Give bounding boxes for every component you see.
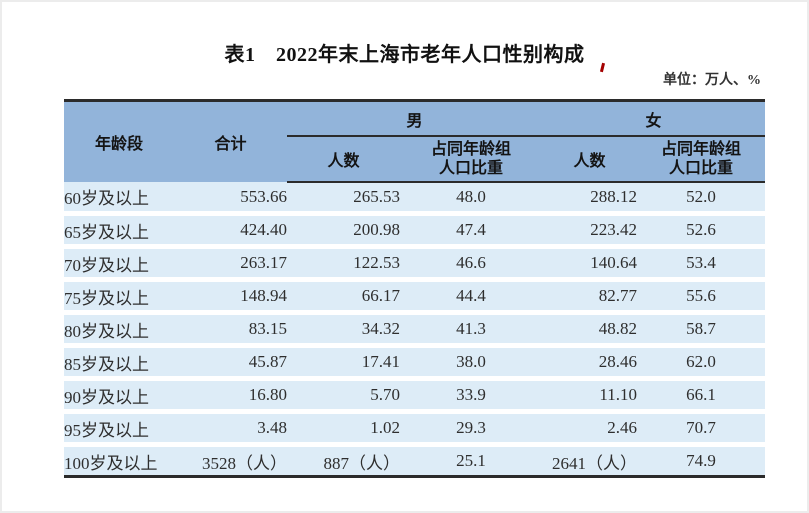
cell-m_share: 47.4 bbox=[400, 213, 543, 249]
cell-age: 90岁及以上 bbox=[64, 378, 174, 414]
cell-m_count: 200.98 bbox=[287, 213, 400, 249]
table-body: 60岁及以上 553.66 265.53 48.0 288.12 52.0 65岁及以上 42… bbox=[64, 182, 766, 477]
cell-total: 3528（人） bbox=[174, 444, 287, 477]
cell-f_share: 74.9 bbox=[637, 444, 766, 477]
table-header: 年龄段 合计 男 女 人数 占同年龄组 人口比重 人数 占同年龄组 人口比重 bbox=[64, 100, 766, 183]
cell-m_count: 1.02 bbox=[287, 411, 400, 447]
cell-f_count: 140.64 bbox=[542, 246, 638, 282]
cell-total: 83.15 bbox=[174, 312, 287, 348]
header-female-count: 人数 bbox=[542, 136, 638, 183]
cell-f_share: 55.6 bbox=[637, 279, 766, 315]
cell-total: 148.94 bbox=[174, 279, 287, 315]
cell-f_share: 52.6 bbox=[637, 213, 766, 249]
cell-m_count: 34.32 bbox=[287, 312, 400, 348]
header-male: 男 bbox=[287, 100, 543, 137]
cell-f_share: 52.0 bbox=[637, 182, 766, 216]
cell-f_share: 62.0 bbox=[637, 345, 766, 381]
header-female: 女 bbox=[542, 100, 766, 137]
cell-age: 95岁及以上 bbox=[64, 411, 174, 447]
table-row: 100岁及以上 3528（人） 887（人） 25.1 2641（人） 74.9 bbox=[64, 444, 766, 477]
cell-f_count: 11.10 bbox=[542, 378, 638, 414]
cell-m_count: 265.53 bbox=[287, 182, 400, 216]
cell-total: 45.87 bbox=[174, 345, 287, 381]
cell-f_share: 70.7 bbox=[637, 411, 766, 447]
header-row-subcolumns: 人数 占同年龄组 人口比重 人数 占同年龄组 人口比重 bbox=[64, 136, 766, 183]
cell-age: 80岁及以上 bbox=[64, 312, 174, 348]
cell-age: 100岁及以上 bbox=[64, 444, 174, 477]
cell-f_count: 82.77 bbox=[542, 279, 638, 315]
cell-age: 85岁及以上 bbox=[64, 345, 174, 381]
header-age-group: 年龄段 bbox=[64, 100, 174, 182]
table-row: 65岁及以上 424.40 200.98 47.4 223.42 52.6 bbox=[64, 213, 766, 249]
cell-f_count: 223.42 bbox=[542, 213, 638, 249]
cell-f_count: 48.82 bbox=[542, 312, 638, 348]
cell-m_count: 887（人） bbox=[287, 444, 400, 477]
cell-m_share: 48.0 bbox=[400, 182, 543, 216]
table-row: 90岁及以上 16.80 5.70 33.9 11.10 66.1 bbox=[64, 378, 766, 414]
table-row: 75岁及以上 148.94 66.17 44.4 82.77 55.6 bbox=[64, 279, 766, 315]
table-row: 70岁及以上 263.17 122.53 46.6 140.64 53.4 bbox=[64, 246, 766, 282]
cell-age: 60岁及以上 bbox=[64, 182, 174, 216]
cell-m_share: 29.3 bbox=[400, 411, 543, 447]
cell-m_share: 38.0 bbox=[400, 345, 543, 381]
table-container: 年龄段 合计 男 女 人数 占同年龄组 人口比重 人数 占同年龄组 人口比重 6… bbox=[64, 99, 766, 478]
cell-m_count: 5.70 bbox=[287, 378, 400, 414]
page-title: 表1 2022年末上海市老年人口性别构成 bbox=[224, 44, 585, 66]
cell-m_share: 25.1 bbox=[400, 444, 543, 477]
cell-f_share: 66.1 bbox=[637, 378, 766, 414]
cell-age: 70岁及以上 bbox=[64, 246, 174, 282]
cell-age: 65岁及以上 bbox=[64, 213, 174, 249]
cell-total: 263.17 bbox=[174, 246, 287, 282]
header-female-share: 占同年龄组 人口比重 bbox=[637, 136, 766, 183]
cell-m_share: 46.6 bbox=[400, 246, 543, 282]
cell-f_share: 58.7 bbox=[637, 312, 766, 348]
cell-f_share: 53.4 bbox=[637, 246, 766, 282]
table-row: 60岁及以上 553.66 265.53 48.0 288.12 52.0 bbox=[64, 182, 766, 216]
header-row-groups: 年龄段 合计 男 女 bbox=[64, 100, 766, 182]
table-row: 80岁及以上 83.15 34.32 41.3 48.82 58.7 bbox=[64, 312, 766, 348]
cell-f_count: 2641（人） bbox=[542, 444, 638, 477]
cell-total: 3.48 bbox=[174, 411, 287, 447]
population-table: 年龄段 合计 男 女 人数 占同年龄组 人口比重 人数 占同年龄组 人口比重 6… bbox=[64, 99, 766, 478]
table-row: 85岁及以上 45.87 17.41 38.0 28.46 62.0 bbox=[64, 345, 766, 381]
cell-m_share: 33.9 bbox=[400, 378, 543, 414]
cell-total: 16.80 bbox=[174, 378, 287, 414]
cell-total: 424.40 bbox=[174, 213, 287, 249]
cell-f_count: 28.46 bbox=[542, 345, 638, 381]
cell-m_share: 44.4 bbox=[400, 279, 543, 315]
header-male-count: 人数 bbox=[287, 136, 400, 183]
cell-total: 553.66 bbox=[174, 182, 287, 216]
cell-f_count: 288.12 bbox=[542, 182, 638, 216]
header-total: 合计 bbox=[174, 100, 287, 182]
cell-m_count: 17.41 bbox=[287, 345, 400, 381]
cell-m_share: 41.3 bbox=[400, 312, 543, 348]
cell-f_count: 2.46 bbox=[542, 411, 638, 447]
unit-note: 单位：万人、% bbox=[663, 73, 761, 88]
red-tick-mark bbox=[599, 62, 606, 73]
header-male-share: 占同年龄组 人口比重 bbox=[400, 136, 543, 183]
cell-m_count: 66.17 bbox=[287, 279, 400, 315]
cell-m_count: 122.53 bbox=[287, 246, 400, 282]
cell-age: 75岁及以上 bbox=[64, 279, 174, 315]
table-row: 95岁及以上 3.48 1.02 29.3 2.46 70.7 bbox=[64, 411, 766, 447]
